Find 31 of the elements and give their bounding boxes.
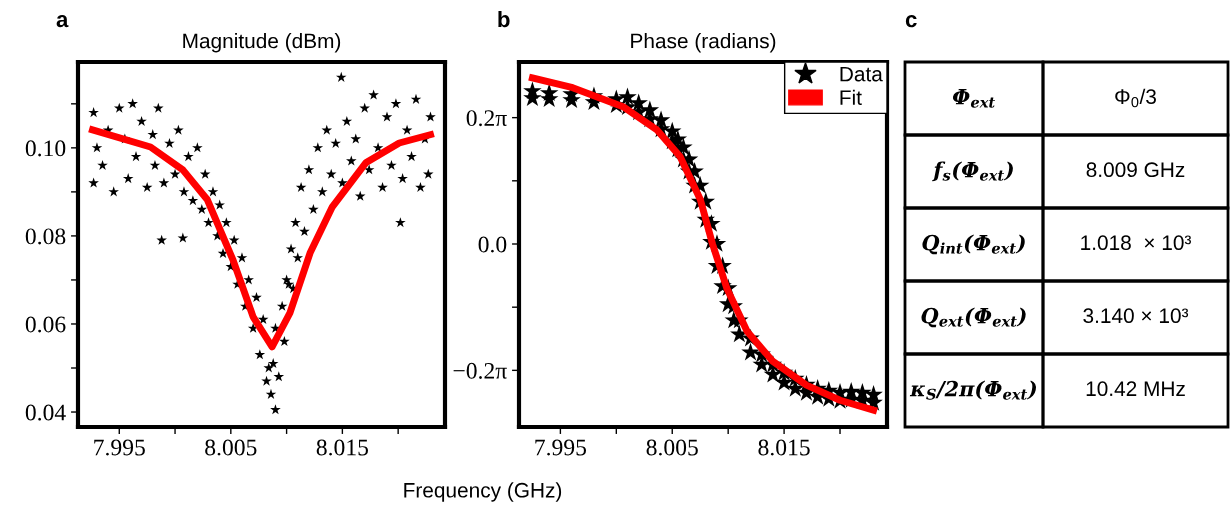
- text: Φ$_{0}$/3: [1115, 88, 1156, 108]
- text: Q$_{int}$(Φ$_{ext}$): [922, 234, 1025, 255]
- text: 10.42 MHz: [1086, 381, 1185, 397]
- y-tick-label: 0.04: [25, 404, 66, 421]
- y-tick-label: 0.08: [25, 228, 66, 245]
- y-tick-label: 0.0: [478, 236, 507, 253]
- x-tick-label: 7.995: [535, 439, 587, 456]
- y-tick-label: 0.06: [25, 316, 66, 333]
- text: Q$_{ext}$(Φ$_{ext}$): [921, 307, 1026, 328]
- text: Φ$_{ext}$: [952, 89, 996, 108]
- text: 8.009 GHz: [1086, 162, 1185, 178]
- legend-label: Fit: [840, 89, 862, 106]
- text: κ$_{S}$/2π(Φ$_{ext}$): [909, 380, 1036, 400]
- y-tick-label: 0.2π: [466, 110, 507, 127]
- y-tick-label: 0.10: [25, 140, 66, 157]
- legend-label: Data: [840, 66, 883, 82]
- x-tick-label: 8.005: [646, 439, 698, 456]
- chart-title: Magnitude (dBm): [183, 33, 341, 53]
- text: b: [498, 10, 510, 28]
- text: 3.140 × 10³: [1083, 308, 1189, 324]
- chart-title: Phase (radians): [631, 33, 776, 53]
- text: f$_{s}$(Φ$_{ext}$): [932, 161, 1013, 182]
- x-tick-label: 8.015: [758, 439, 810, 456]
- text: c: [905, 15, 917, 28]
- x-tick-label: 7.995: [94, 439, 145, 456]
- y-tick-label: −0.2π: [453, 362, 507, 379]
- text: 1.018 × 10³: [1081, 235, 1191, 251]
- x-tick-label: 8.015: [316, 439, 369, 456]
- text: a: [56, 15, 69, 28]
- x-tick-label: 8.005: [205, 439, 257, 456]
- x-axis-title: Frequency (GHz): [404, 482, 562, 502]
